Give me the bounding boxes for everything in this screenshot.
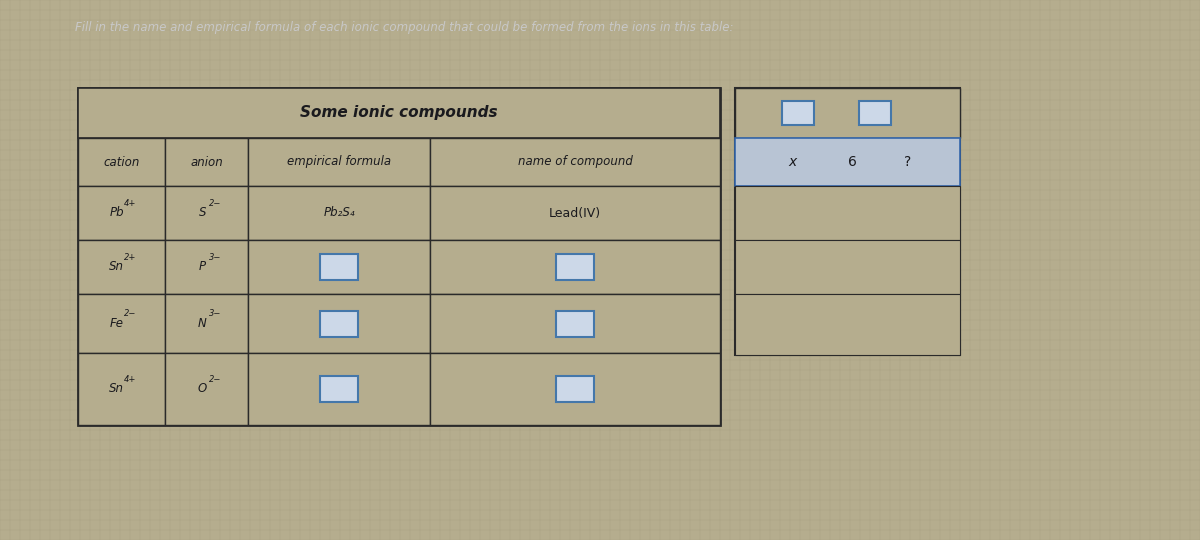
Bar: [782, 101, 814, 125]
Bar: [734, 138, 960, 186]
Bar: [430, 294, 720, 353]
Bar: [320, 310, 358, 336]
Bar: [78, 138, 166, 186]
Bar: [248, 186, 430, 240]
Bar: [430, 186, 720, 240]
Text: S: S: [199, 206, 206, 219]
Bar: [430, 240, 720, 294]
Bar: [248, 138, 430, 186]
Bar: [430, 138, 720, 186]
Text: O: O: [198, 382, 208, 395]
Text: Pb: Pb: [109, 206, 124, 219]
Text: x: x: [788, 155, 797, 169]
Text: Pb₂S₄: Pb₂S₄: [323, 206, 355, 219]
Bar: [556, 254, 594, 280]
Bar: [166, 240, 248, 294]
Bar: [166, 186, 248, 240]
Text: name of compound: name of compound: [517, 156, 632, 168]
Text: 2−: 2−: [209, 375, 222, 383]
Text: Fe: Fe: [109, 317, 124, 330]
Bar: [248, 294, 430, 353]
Bar: [734, 240, 960, 294]
Bar: [734, 88, 960, 355]
Bar: [166, 353, 248, 425]
Bar: [858, 101, 890, 125]
Bar: [734, 294, 960, 355]
Text: Sn: Sn: [109, 382, 124, 395]
Text: 6: 6: [848, 155, 857, 169]
Text: Sn: Sn: [109, 260, 124, 273]
Bar: [78, 186, 166, 240]
Bar: [78, 294, 166, 353]
Bar: [166, 138, 248, 186]
Text: 2−: 2−: [125, 309, 137, 318]
Bar: [248, 353, 430, 425]
Bar: [320, 254, 358, 280]
Text: 3−: 3−: [209, 253, 222, 261]
Bar: [78, 88, 720, 425]
Text: 2−: 2−: [209, 199, 222, 207]
Text: N: N: [198, 317, 206, 330]
Text: empirical formula: empirical formula: [287, 156, 391, 168]
Text: Some ionic compounds: Some ionic compounds: [300, 105, 498, 120]
Bar: [430, 353, 720, 425]
Bar: [78, 240, 166, 294]
Bar: [734, 88, 960, 138]
Text: 4+: 4+: [125, 199, 137, 207]
Bar: [78, 88, 720, 138]
Text: 4+: 4+: [125, 375, 137, 383]
Text: ?: ?: [904, 155, 911, 169]
Bar: [78, 353, 166, 425]
Text: anion: anion: [190, 156, 223, 168]
Bar: [248, 240, 430, 294]
Bar: [734, 186, 960, 240]
Text: P: P: [199, 260, 206, 273]
Bar: [166, 294, 248, 353]
Text: Fill in the name and empirical formula of each ionic compound that could be form: Fill in the name and empirical formula o…: [74, 22, 733, 35]
Bar: [556, 310, 594, 336]
Text: 2+: 2+: [125, 253, 137, 261]
Text: Lead(IV): Lead(IV): [548, 206, 601, 219]
Text: 3−: 3−: [209, 309, 222, 318]
Bar: [320, 376, 358, 402]
Text: cation: cation: [103, 156, 139, 168]
Bar: [556, 376, 594, 402]
